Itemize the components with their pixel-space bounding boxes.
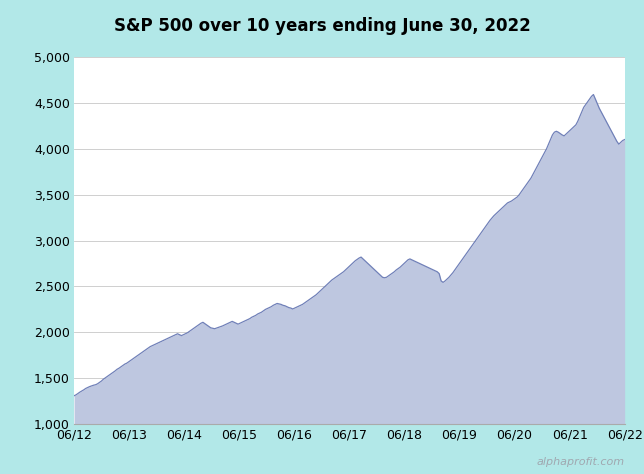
- Text: alphaprofit.com: alphaprofit.com: [536, 457, 625, 467]
- Text: S&P 500 over 10 years ending June 30, 2022: S&P 500 over 10 years ending June 30, 20…: [113, 17, 531, 35]
